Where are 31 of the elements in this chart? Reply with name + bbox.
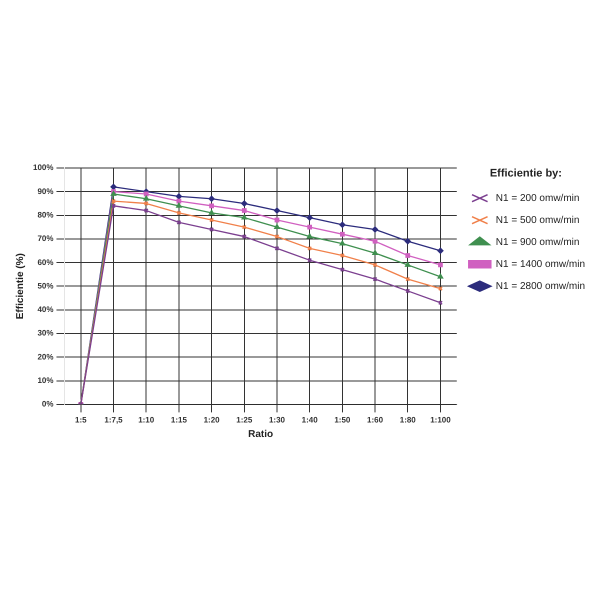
y-tick-label: 90% — [37, 186, 54, 196]
y-tick-label: 80% — [37, 210, 54, 220]
legend-label: N1 = 200 omw/min — [496, 192, 580, 204]
y-tick-label: 100% — [32, 163, 54, 172]
x-tick-label: 1:5 — [75, 415, 88, 424]
legend-label: N1 = 1400 omw/min — [496, 258, 586, 270]
y-tick-label: 0% — [42, 400, 54, 409]
y-tick-label: 70% — [37, 234, 54, 244]
x-tick-label: 1:15 — [170, 415, 188, 424]
x-tick-label: 1:60 — [367, 415, 384, 424]
x-tick-label: 1:10 — [138, 415, 155, 424]
x-tick-label: 1:40 — [302, 415, 318, 424]
y-tick-label: 10% — [37, 376, 54, 385]
y-tick-label: 40% — [37, 305, 54, 314]
x-tick-label: 1:50 — [334, 415, 351, 424]
x-tick-label: 1:7,5 — [104, 415, 124, 424]
y-tick-label: 30% — [37, 328, 54, 338]
x-tick-label: 1:80 — [400, 415, 416, 424]
y-tick-label: 60% — [37, 258, 54, 267]
y-tick-label: 50% — [37, 281, 54, 290]
y-tick-label: 20% — [37, 352, 54, 362]
legend-title: Efficientie by: — [490, 168, 562, 180]
legend-label: N1 = 500 omw/min — [496, 214, 580, 226]
x-tick-label: 1:20 — [204, 415, 220, 424]
y-axis-title: Efficientie (%) — [14, 253, 26, 320]
legend-label: N1 = 900 omw/min — [496, 236, 580, 248]
legend-label: N1 = 2800 omw/min — [496, 280, 586, 292]
x-tick-label: 1:25 — [236, 415, 253, 424]
x-axis-title: Ratio — [248, 428, 274, 440]
x-tick-label: 1:100 — [430, 415, 452, 424]
x-tick-label: 1:30 — [268, 415, 286, 424]
